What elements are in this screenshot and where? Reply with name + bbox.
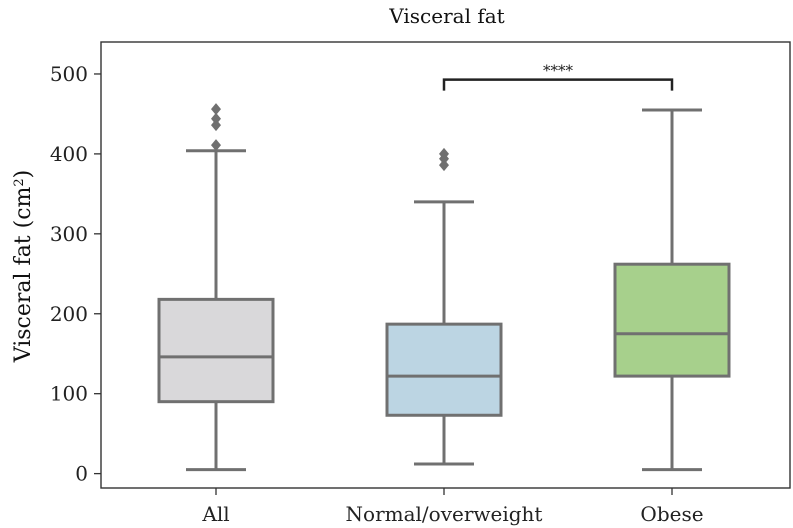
y-axis-title: Visceral fat (cm2)	[11, 170, 36, 364]
box-2	[385, 147, 503, 466]
y-tick-label: 500	[50, 62, 88, 86]
significance-bracket	[442, 78, 674, 91]
outlier-point	[439, 159, 449, 172]
significance-label: ****	[543, 62, 574, 80]
significance-annotation: ****	[442, 62, 674, 91]
x-tick-label: All	[201, 502, 229, 526]
outlier-point	[211, 139, 221, 152]
y-tick-label: 200	[50, 302, 88, 326]
x-tick-label: Obese	[640, 502, 703, 526]
x-tick-label: Normal/overweight	[346, 502, 543, 526]
outlier-point	[211, 119, 221, 132]
box-iqr	[157, 297, 275, 404]
outlier-point	[211, 103, 221, 116]
box-iqr	[613, 262, 731, 378]
x-axis: All Normal/overweight Obese	[201, 488, 704, 526]
outlier-point	[211, 112, 221, 125]
outlier-point	[439, 147, 449, 160]
box-3	[613, 108, 731, 472]
y-tick-label: 100	[50, 382, 88, 406]
boxes	[157, 103, 731, 472]
y-tick-label: 0	[75, 462, 88, 486]
plot-frame	[100, 41, 791, 489]
box-1	[157, 103, 275, 472]
y-tick-label: 300	[50, 222, 88, 246]
y-tick-label: 400	[50, 142, 88, 166]
chart-title: Visceral fat	[388, 4, 504, 28]
box-iqr	[385, 322, 503, 417]
y-axis: 0 100 200 300 400 500	[50, 62, 101, 486]
